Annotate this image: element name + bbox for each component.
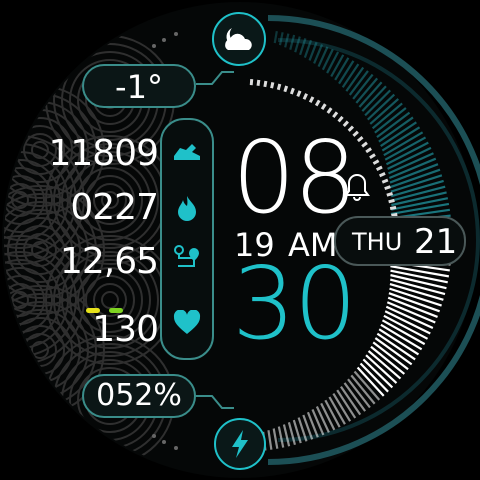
route-icon[interactable]: [172, 244, 202, 274]
outer-ring: [267, 15, 480, 465]
shoe-icon[interactable]: [172, 142, 202, 164]
steps-value: 11809: [48, 133, 159, 174]
heart-zone-indicator: [86, 298, 124, 317]
heart-rate-value: 130: [92, 309, 159, 350]
date-pill[interactable]: THU 21: [334, 216, 466, 266]
seconds-display: 19: [234, 226, 275, 264]
temperature-value: -1°: [115, 68, 163, 106]
battery-pill[interactable]: 052%: [82, 374, 196, 418]
lightning-icon: [232, 430, 248, 458]
day-label: 21: [414, 222, 458, 262]
minute-display: 30: [232, 245, 357, 362]
temperature-pill[interactable]: -1°: [82, 64, 196, 108]
hour-display: 08: [232, 119, 357, 236]
cloud-moon-icon: [225, 28, 252, 50]
stats-icon-column: [160, 118, 214, 360]
battery-icon-badge[interactable]: [214, 418, 266, 470]
ampm-display: AM: [288, 226, 338, 264]
battery-percent: 052%: [96, 378, 182, 413]
flame-icon[interactable]: [176, 194, 198, 222]
weather-icon-badge[interactable]: [212, 12, 266, 66]
heart-icon[interactable]: [173, 310, 201, 336]
distance-value: 12,65: [59, 241, 159, 282]
calories-value: 0227: [70, 187, 159, 228]
weekday-label: THU: [352, 228, 403, 256]
bell-icon[interactable]: [344, 172, 370, 202]
